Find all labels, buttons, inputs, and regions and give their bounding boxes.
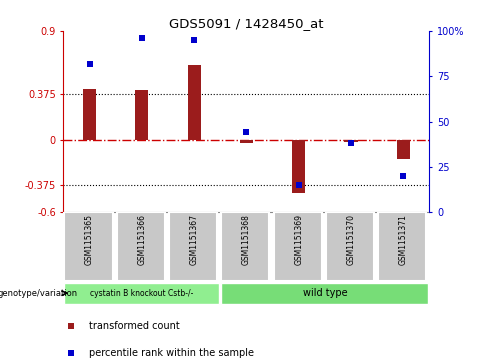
Bar [222,282,428,304]
Text: transformed count: transformed count [89,321,180,331]
Text: percentile rank within the sample: percentile rank within the sample [89,348,254,358]
Bar [274,212,322,281]
Bar [378,212,427,281]
Bar [326,212,374,281]
Text: GSM1151371: GSM1151371 [399,215,408,265]
Text: wild type: wild type [303,288,347,298]
Text: GSM1151368: GSM1151368 [242,215,251,265]
Text: genotype/variation: genotype/variation [0,289,78,298]
Bar [397,140,410,159]
Bar [64,282,219,304]
Text: GSM1151365: GSM1151365 [85,215,94,265]
Text: GSM1151367: GSM1151367 [190,215,199,265]
Text: cystatin B knockout Cstb-/-: cystatin B knockout Cstb-/- [90,289,194,298]
Text: GSM1151369: GSM1151369 [294,215,303,265]
Bar [117,212,165,281]
Bar [345,140,358,142]
Bar [292,140,305,193]
Bar [83,89,96,140]
Bar [169,212,217,281]
Bar [64,212,113,281]
Bar [222,212,269,281]
Text: GSM1151366: GSM1151366 [137,215,146,265]
Bar [187,65,201,140]
Title: GDS5091 / 1428450_at: GDS5091 / 1428450_at [169,17,324,30]
Bar [135,90,148,140]
Text: GSM1151370: GSM1151370 [346,215,356,265]
Bar [240,140,253,143]
